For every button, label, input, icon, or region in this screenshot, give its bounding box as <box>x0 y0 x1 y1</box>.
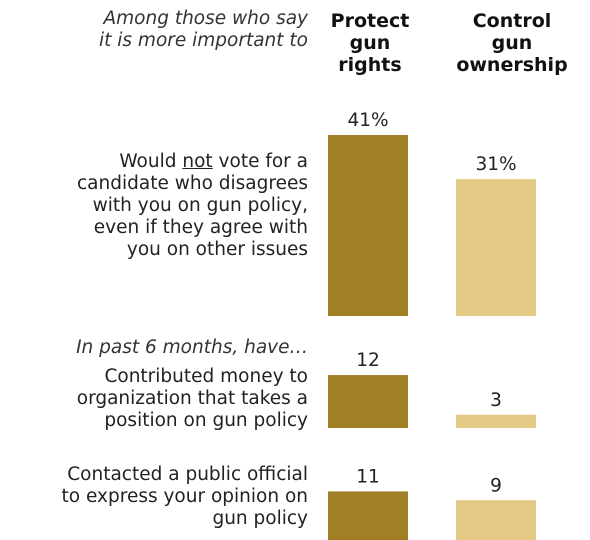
bar-protect-row-1 <box>328 135 408 316</box>
column-header-control: Control gun ownership <box>440 10 584 76</box>
row-label-1-line-5: you on other issues <box>126 239 308 260</box>
section-label-past-6-months: In past 6 months, have… <box>76 337 308 358</box>
row-label-1-line-3: with you on gun policy, <box>92 195 308 216</box>
row-label-2-line-2: organization that takes a <box>76 388 308 409</box>
intro-line-1: Among those who say <box>103 8 308 29</box>
value-label-protect-row-1: 41% <box>347 110 388 131</box>
bar-protect-row-2 <box>328 375 408 428</box>
value-label-control-row-2: 3 <box>490 390 502 411</box>
value-label-protect-row-3: 11 <box>356 466 380 487</box>
column-header-protect: Protect gun rights <box>326 10 414 76</box>
row-label-1-line-1: Would not vote for a <box>10 151 308 173</box>
bar-control-row-1 <box>456 179 536 316</box>
column-header-protect-line-3: rights <box>338 54 402 76</box>
column-header-protect-line-1: Protect <box>330 10 410 32</box>
bar-control-row-2 <box>456 414 536 428</box>
row-label-3-line-3: gun policy <box>212 508 308 529</box>
row-label-2-line-3: position on gun policy <box>104 410 308 431</box>
row-label-3-line-2: to express your opinion on <box>61 486 308 507</box>
bar-protect-row-3 <box>328 491 408 540</box>
row-label-would-not-vote: Would not vote for a candidate who disag… <box>10 151 308 261</box>
row-label-1-line-2: candidate who disagrees <box>77 173 308 194</box>
row-label-1-line-4: even if they agree with <box>93 217 308 238</box>
intro-text: Among those who say it is more important… <box>10 8 308 52</box>
column-header-protect-line-2: gun <box>349 32 391 54</box>
column-header-control-line-3: ownership <box>456 54 568 76</box>
row-label-1-underlined: not <box>182 151 213 172</box>
column-header-control-line-2: gun <box>491 32 533 54</box>
intro-line-2: it is more important to <box>99 30 308 51</box>
row-label-1-post: vote for a <box>212 151 308 172</box>
row-label-1-pre: Would <box>119 151 183 172</box>
bar-control-row-3 <box>456 500 536 540</box>
value-label-control-row-3: 9 <box>490 475 502 496</box>
row-label-contributed-money: Contributed money to organization that t… <box>10 366 308 432</box>
row-label-2-line-1: Contributed money to <box>104 366 308 387</box>
value-label-control-row-1: 31% <box>475 154 516 175</box>
column-header-control-line-1: Control <box>472 10 552 32</box>
row-label-3-line-1: Contacted a public official <box>67 464 308 485</box>
value-label-protect-row-2: 12 <box>356 350 380 371</box>
row-label-contacted-official: Contacted a public official to express y… <box>10 464 308 530</box>
